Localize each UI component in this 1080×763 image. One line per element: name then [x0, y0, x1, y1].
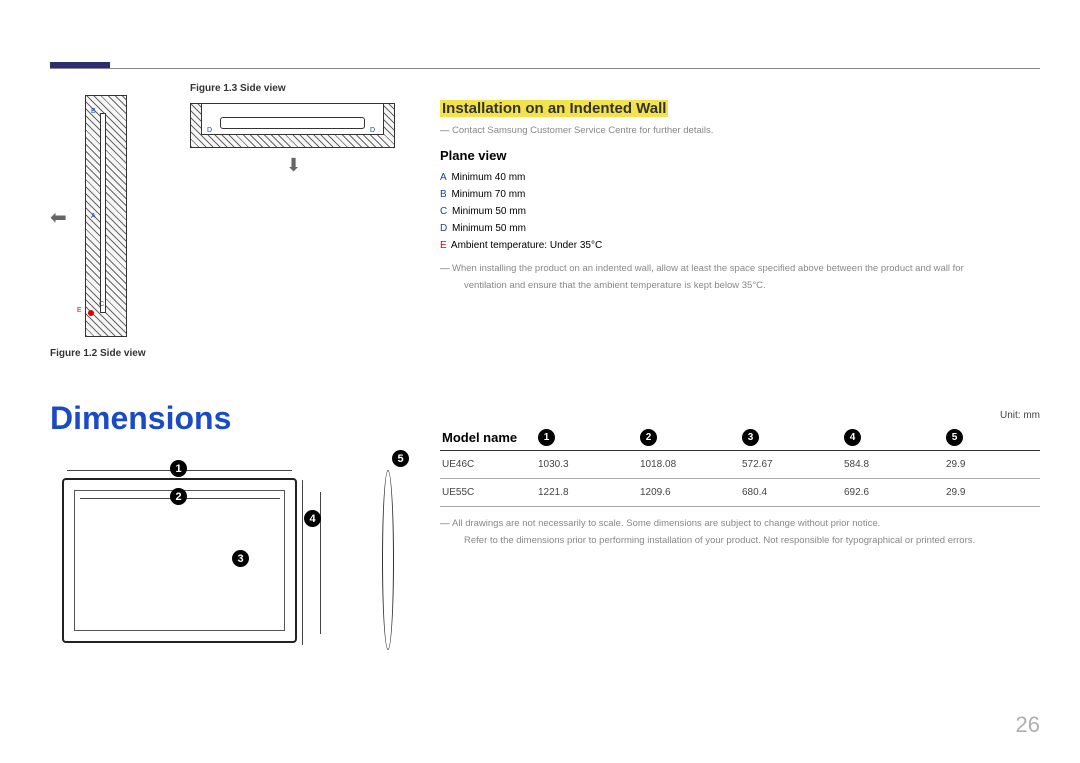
device-outline [220, 117, 365, 129]
col-model: Model name [440, 425, 536, 451]
figure-1-2-caption: Figure 1.2 Side view [50, 348, 405, 359]
dimensions-table: Model name 1 2 3 4 5 UE46C 1030.3 1018.0… [440, 425, 1040, 507]
table-row: UE55C 1221.8 1209.6 680.4 692.6 29.9 [440, 479, 1040, 507]
spec-list: A Minimum 40 mm B Minimum 70 mm C Minimu… [440, 169, 1040, 254]
guide-3v [320, 492, 321, 634]
left-column: Figure 1.3 Side view D D ⬇ ⬅ B A C E Fig… [50, 85, 405, 359]
label-d-left: D [207, 127, 212, 134]
spec-key-a: A [440, 172, 447, 183]
spec-val-a: Minimum 40 mm [451, 172, 525, 183]
cell-model: UE55C [440, 479, 536, 507]
right-column: Installation on an Indented Wall Contact… [440, 100, 1040, 292]
cell-v3: 572.67 [740, 451, 842, 479]
col-1: 1 [536, 425, 638, 451]
spec-key-e: E [440, 240, 447, 251]
guide-4 [302, 480, 303, 645]
col-5-icon: 5 [946, 429, 963, 446]
dims-note-1: All drawings are not necessarily to scal… [440, 517, 1040, 531]
spec-key-b: B [440, 189, 447, 200]
spec-val-c: Minimum 50 mm [452, 206, 526, 217]
cell-v4: 692.6 [842, 479, 944, 507]
install-note-line1: When installing the product on an indent… [440, 262, 1040, 276]
dimensions-illustration: 1 2 3 4 5 [62, 460, 402, 670]
label-e: E [77, 307, 82, 314]
cell-v2: 1209.6 [638, 479, 740, 507]
cell-model: UE46C [440, 451, 536, 479]
spec-key-c: C [440, 206, 447, 217]
unit-label: Unit: mm [440, 410, 1040, 421]
col-2: 2 [638, 425, 740, 451]
figure-1-3-top-view: D D ⬇ [190, 85, 395, 160]
side-view-shape [382, 470, 394, 650]
col-1-icon: 1 [538, 429, 555, 446]
spec-key-d: D [440, 223, 447, 234]
arrow-down-icon: ⬇ [286, 155, 301, 176]
figure-1-2-side-view: ⬅ B A C E [50, 95, 150, 345]
dimensions-heading: Dimensions [50, 400, 231, 437]
dimensions-block: Unit: mm Model name 1 2 3 4 5 UE46C 1030… [440, 410, 1040, 548]
spec-val-b: Minimum 70 mm [451, 189, 525, 200]
marker-4: 4 [304, 510, 321, 527]
spec-val-d: Minimum 50 mm [452, 223, 526, 234]
marker-3: 3 [232, 550, 249, 567]
label-a: A [91, 213, 96, 220]
table-row: UE46C 1030.3 1018.08 572.67 584.8 29.9 [440, 451, 1040, 479]
cell-v3: 680.4 [740, 479, 842, 507]
cell-v4: 584.8 [842, 451, 944, 479]
contact-note: Contact Samsung Customer Service Centre … [440, 124, 1040, 138]
marker-1: 1 [170, 460, 187, 477]
dot-e-icon [88, 310, 94, 316]
install-note-line2: ventilation and ensure that the ambient … [440, 279, 1040, 293]
dims-note-2: Refer to the dimensions prior to perform… [440, 534, 1040, 548]
page-number: 26 [1016, 712, 1040, 738]
cell-v1: 1221.8 [536, 479, 638, 507]
arrow-left-icon: ⬅ [50, 205, 67, 230]
col-3-icon: 3 [742, 429, 759, 446]
marker-2: 2 [170, 488, 187, 505]
cell-v5: 29.9 [944, 451, 1040, 479]
spec-val-e: Ambient temperature: Under 35°C [451, 240, 602, 251]
label-d-right: D [370, 127, 375, 134]
marker-5: 5 [392, 450, 409, 467]
col-4-icon: 4 [844, 429, 861, 446]
col-3: 3 [740, 425, 842, 451]
label-b: B [91, 108, 96, 115]
cell-v1: 1030.3 [536, 451, 638, 479]
section-title-install: Installation on an Indented Wall [440, 100, 668, 117]
col-5: 5 [944, 425, 1040, 451]
col-4: 4 [842, 425, 944, 451]
plane-view-heading: Plane view [440, 148, 1040, 163]
label-c: C [99, 301, 104, 308]
col-2-icon: 2 [640, 429, 657, 446]
cell-v5: 29.9 [944, 479, 1040, 507]
cell-v2: 1018.08 [638, 451, 740, 479]
header-rule [50, 68, 1040, 69]
panel-outline [100, 113, 106, 313]
